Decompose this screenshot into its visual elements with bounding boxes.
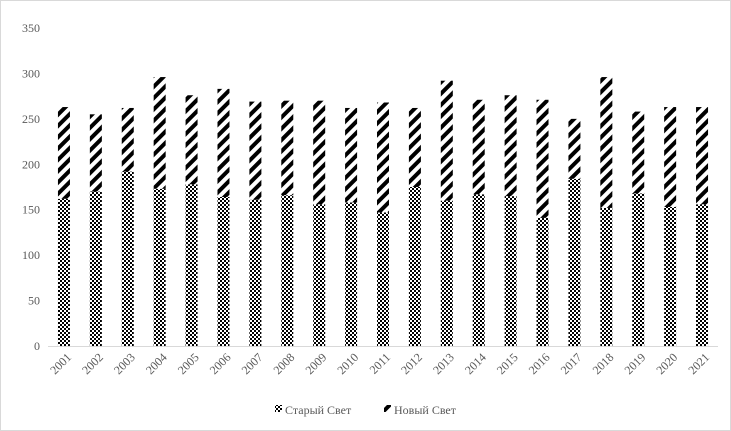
x-tick-label: 2010: [334, 350, 361, 377]
x-tick-label: 2011: [367, 350, 394, 377]
legend-label-old-world: Старый Свет: [285, 403, 352, 417]
x-tick-label: 2004: [143, 350, 170, 377]
y-tick-label: 0: [34, 339, 40, 353]
bar-segment-new-world-2012: [408, 107, 421, 187]
bar-segment-new-world-2008: [281, 100, 294, 196]
bar-segment-old-world-2005: [185, 184, 198, 346]
bar-segment-new-world-2015: [504, 95, 517, 197]
bar-segment-new-world-2016: [536, 99, 549, 218]
y-tick-label: 300: [22, 66, 40, 80]
bar-segment-old-world-2007: [249, 199, 262, 346]
bar-segment-old-world-2008: [281, 195, 294, 346]
bars-group: [57, 77, 709, 346]
bar-segment-new-world-2009: [313, 100, 326, 205]
x-tick-label: 2007: [239, 350, 266, 377]
bar-segment-new-world-2002: [89, 114, 102, 192]
bar-segment-new-world-2006: [217, 88, 230, 197]
bar-segment-old-world-2010: [345, 202, 358, 346]
x-tick-label: 2018: [590, 350, 617, 377]
bar-segment-old-world-2003: [121, 171, 134, 346]
x-tick-label: 2005: [175, 350, 202, 377]
bar-segment-old-world-2020: [664, 206, 677, 346]
bar-segment-old-world-2012: [408, 187, 421, 346]
x-tick-label: 2008: [271, 350, 298, 377]
x-tick-label: 2020: [653, 350, 680, 377]
bar-segment-old-world-2021: [696, 204, 709, 346]
bar-segment-new-world-2005: [185, 95, 198, 185]
bar-segment-new-world-2019: [632, 111, 645, 194]
bar-segment-old-world-2004: [153, 188, 166, 346]
legend-swatch-old-world: [275, 405, 282, 412]
legend-label-new-world: Новый Свет: [394, 403, 457, 417]
x-tick-label: 2003: [111, 350, 138, 377]
bar-segment-old-world-2014: [472, 194, 485, 346]
bar-segment-new-world-2011: [377, 102, 389, 213]
y-tick-label: 200: [22, 157, 40, 171]
bar-segment-new-world-2007: [249, 101, 262, 200]
bar-segment-old-world-2018: [600, 207, 613, 346]
x-tick-label: 2013: [430, 350, 457, 377]
x-tick-label: 2015: [494, 350, 521, 377]
bar-segment-old-world-2019: [632, 193, 645, 346]
bar-segment-new-world-2013: [440, 80, 453, 201]
x-tick-label: 2006: [207, 350, 234, 377]
y-axis-tick-labels: 0 50 100 150 200 250 300 350: [22, 21, 40, 353]
x-tick-label: 2016: [526, 350, 553, 377]
bar-segment-new-world-2004: [153, 77, 166, 189]
x-tick-label: 2019: [621, 350, 648, 377]
bar-segment-new-world-2001: [57, 107, 70, 199]
bar-segment-new-world-2003: [121, 107, 134, 172]
bar-segment-old-world-2017: [568, 178, 581, 346]
x-axis-tick-labels: 2001 2002 2003 2004 2005 2006 2007 2008 2009 2010…: [47, 350, 712, 377]
y-tick-label: 350: [22, 21, 40, 35]
bar-segment-old-world-2011: [377, 212, 389, 346]
x-tick-label: 2014: [462, 350, 489, 377]
x-tick-label: 2012: [398, 350, 425, 377]
legend: Старый Свет Новый Свет: [275, 403, 457, 417]
x-tick-label: 2009: [302, 350, 329, 377]
bar-segment-new-world-2021: [696, 107, 709, 205]
x-tick-label: 2001: [47, 350, 74, 377]
x-tick-label: 2021: [685, 350, 712, 377]
legend-swatch-new-world: [384, 405, 391, 412]
bar-segment-new-world-2010: [345, 107, 358, 203]
bar-segment-old-world-2009: [313, 204, 326, 346]
bar-segment-old-world-2016: [536, 217, 549, 346]
bar-segment-old-world-2013: [440, 200, 453, 346]
x-tick-label: 2002: [79, 350, 106, 377]
y-tick-label: 50: [28, 294, 40, 308]
y-tick-label: 100: [22, 248, 40, 262]
bar-segment-old-world-2006: [217, 196, 230, 346]
y-tick-label: 150: [22, 203, 40, 217]
bar-segment-old-world-2002: [89, 191, 102, 346]
bar-segment-old-world-2015: [504, 196, 517, 346]
x-tick-label: 2017: [558, 350, 585, 377]
bar-segment-new-world-2018: [600, 77, 613, 208]
y-tick-label: 250: [22, 112, 40, 126]
bar-segment-old-world-2001: [57, 198, 70, 346]
bar-segment-new-world-2020: [664, 107, 677, 207]
bar-segment-new-world-2014: [472, 99, 485, 195]
bar-segment-new-world-2017: [568, 118, 581, 179]
